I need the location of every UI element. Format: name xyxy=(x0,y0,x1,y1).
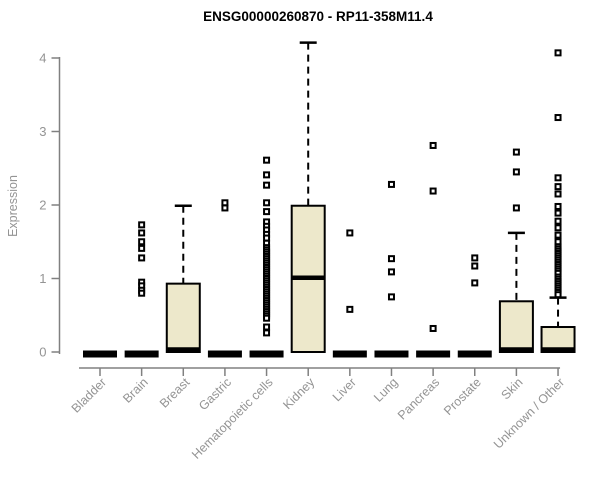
outlier-point xyxy=(554,231,562,239)
box-lung xyxy=(374,350,409,358)
x-tick-label: Kidney xyxy=(280,375,317,412)
outlier-point xyxy=(512,148,520,156)
outlier-point xyxy=(387,268,395,276)
outlier-point xyxy=(263,156,271,164)
x-tick-label: Gastric xyxy=(196,375,234,413)
outlier-point xyxy=(554,209,562,217)
box-bladder xyxy=(83,350,117,358)
outlier-point xyxy=(429,324,437,332)
outlier-point xyxy=(554,190,562,198)
outlier-point xyxy=(263,199,271,207)
y-tick-label: 3 xyxy=(39,124,46,139)
outlier-point xyxy=(263,314,271,322)
outlier-point xyxy=(554,183,562,191)
x-tick-label: Brain xyxy=(120,375,151,406)
outlier-point xyxy=(138,229,146,237)
y-tick-label: 4 xyxy=(39,51,46,66)
outlier-point xyxy=(346,305,354,313)
outlier-point xyxy=(138,289,146,297)
box-pancreas xyxy=(416,350,451,358)
outlier-point xyxy=(429,187,437,195)
outlier-point xyxy=(471,279,479,287)
outlier-point xyxy=(263,171,271,179)
outlier-point xyxy=(387,293,395,301)
outlier-point xyxy=(263,323,271,331)
x-tick-label: Liver xyxy=(330,375,359,404)
outlier-point xyxy=(471,262,479,270)
x-tick-label: Hematopoietic cells xyxy=(189,375,276,462)
box-gastric xyxy=(207,350,242,358)
box-hematopoietic-cells xyxy=(249,350,284,358)
y-tick-label: 2 xyxy=(39,198,46,213)
outlier-point xyxy=(263,181,271,189)
outlier-point xyxy=(554,174,562,182)
x-tick-label: Bladder xyxy=(69,375,109,415)
outlier-point xyxy=(263,208,271,216)
x-tick-label: Pancreas xyxy=(395,375,442,422)
outlier-point xyxy=(138,221,146,229)
x-tick-label: Breast xyxy=(157,375,193,411)
y-axis-label: Expression xyxy=(6,175,20,237)
y-tick-label: 0 xyxy=(39,345,46,360)
outlier-point xyxy=(554,217,562,225)
outlier-point xyxy=(263,329,271,337)
outlier-point xyxy=(387,255,395,263)
x-tick-label: Lung xyxy=(371,375,401,405)
plot-layer: 0 1 2 3 4 Bladder Brain Breast GastricHematopoie… xyxy=(39,41,576,462)
outlier-point xyxy=(554,49,562,57)
outlier-point xyxy=(512,168,520,176)
x-tick-label: Prostate xyxy=(441,375,484,418)
outlier-point xyxy=(387,180,395,188)
outlier-point xyxy=(512,204,520,212)
box-prostate xyxy=(457,350,492,358)
outlier-point xyxy=(471,254,479,262)
chart-title: ENSG00000260870 - RP11-358M11.4 xyxy=(203,9,433,24)
outlier-point xyxy=(554,114,562,122)
outlier-point xyxy=(221,204,229,212)
outlier-point xyxy=(138,238,146,246)
outlier-point xyxy=(554,224,562,232)
box-skin xyxy=(498,300,534,354)
box-brain xyxy=(124,350,159,358)
outlier-point xyxy=(554,291,562,299)
outlier-point xyxy=(554,202,562,210)
outlier-point xyxy=(138,244,146,252)
box-breast xyxy=(165,282,201,353)
x-tick-label: Unknown / Other xyxy=(491,375,567,451)
x-tick-label: Skin xyxy=(498,375,525,402)
outlier-point xyxy=(138,254,146,262)
outlier-point xyxy=(346,229,354,237)
outlier-point xyxy=(429,141,437,149)
y-tick-label: 1 xyxy=(39,271,46,286)
box-liver xyxy=(332,350,367,358)
